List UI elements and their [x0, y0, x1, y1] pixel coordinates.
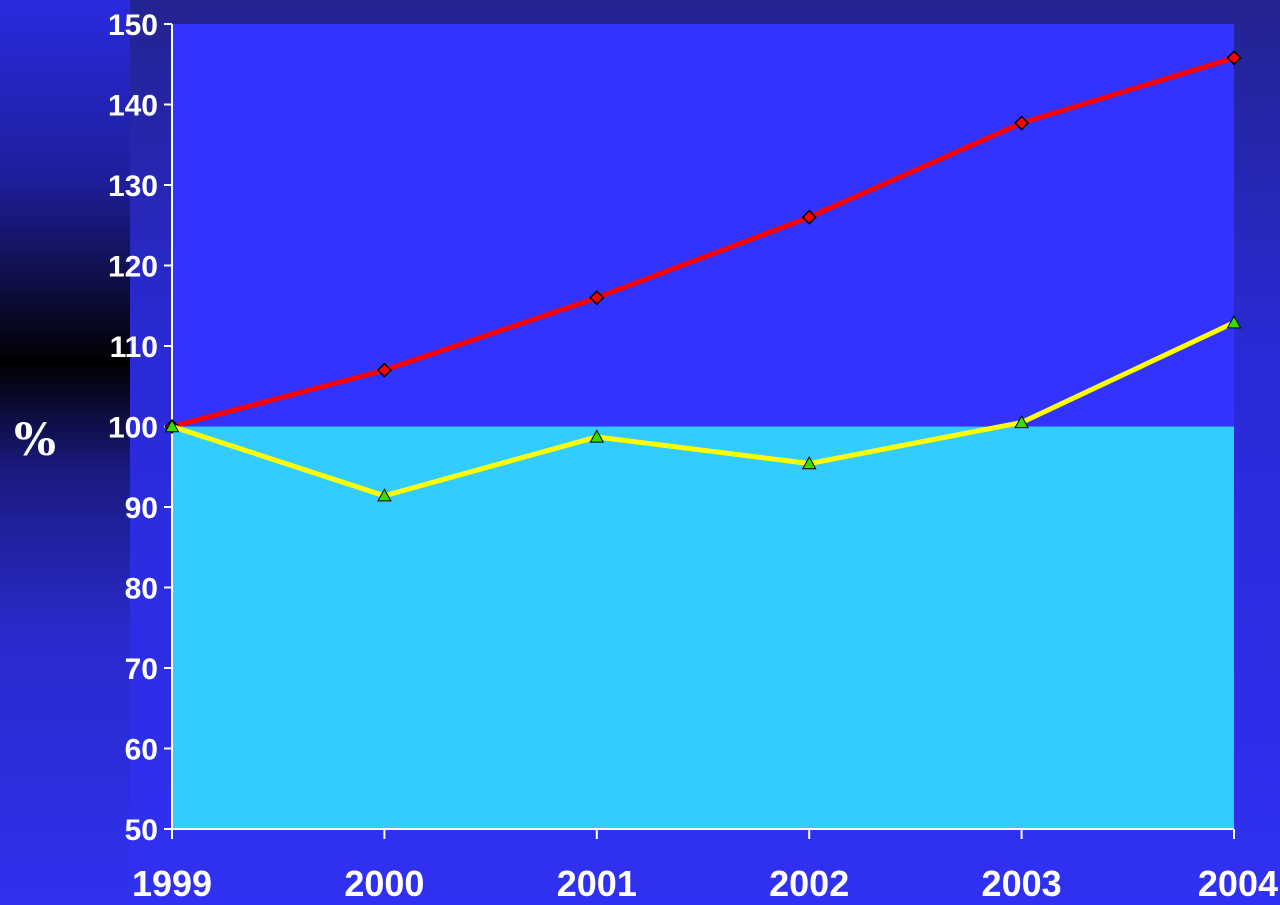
y-axis-label: % — [14, 415, 56, 466]
y-tick-label: 60 — [125, 734, 158, 767]
x-tick-label: 2001 — [557, 863, 637, 904]
x-tick-label: 2003 — [982, 863, 1062, 904]
y-tick-label: 140 — [108, 90, 158, 123]
data-point-triangle — [1226, 315, 1242, 329]
x-tick-label: 2000 — [344, 863, 424, 904]
y-axis-ticks: 50 60 70 80 90 100 110 120 130 140 150 — [108, 9, 172, 847]
y-tick-label: 80 — [125, 573, 158, 606]
data-point-diamond — [1226, 50, 1242, 66]
series-2 — [164, 315, 1242, 502]
y-tick-label: 100 — [108, 412, 158, 445]
y-tick-label: 130 — [108, 170, 158, 203]
y-tick-label: 110 — [110, 331, 158, 364]
x-tick-label: 1999 — [132, 863, 212, 904]
plot-area-lower — [172, 426, 1234, 829]
y-tick-label: 150 — [108, 9, 158, 42]
y-tick-label: 70 — [125, 653, 158, 686]
data-point-triangle — [801, 456, 817, 470]
x-tick-label: 2004 — [1198, 863, 1278, 904]
plot-area-upper — [172, 24, 1234, 427]
data-point-diamond — [1014, 115, 1030, 131]
data-point-diamond — [801, 209, 817, 225]
x-tick-label: 2002 — [769, 863, 849, 904]
data-point-triangle — [377, 488, 392, 502]
series-line — [171, 55, 1235, 429]
x-axis-ticks: 1999 2000 2001 2002 2003 2004 — [132, 829, 1278, 904]
series-layer — [164, 50, 1242, 502]
data-point-triangle — [589, 429, 605, 443]
y-tick-label: 50 — [125, 814, 158, 847]
series-line — [171, 320, 1236, 499]
data-point-triangle — [164, 418, 180, 433]
data-point-diamond — [376, 362, 392, 378]
data-point-diamond — [589, 290, 605, 306]
y-tick-label: 90 — [125, 492, 158, 525]
data-point-triangle — [1014, 414, 1029, 429]
y-tick-label: 120 — [108, 251, 158, 284]
